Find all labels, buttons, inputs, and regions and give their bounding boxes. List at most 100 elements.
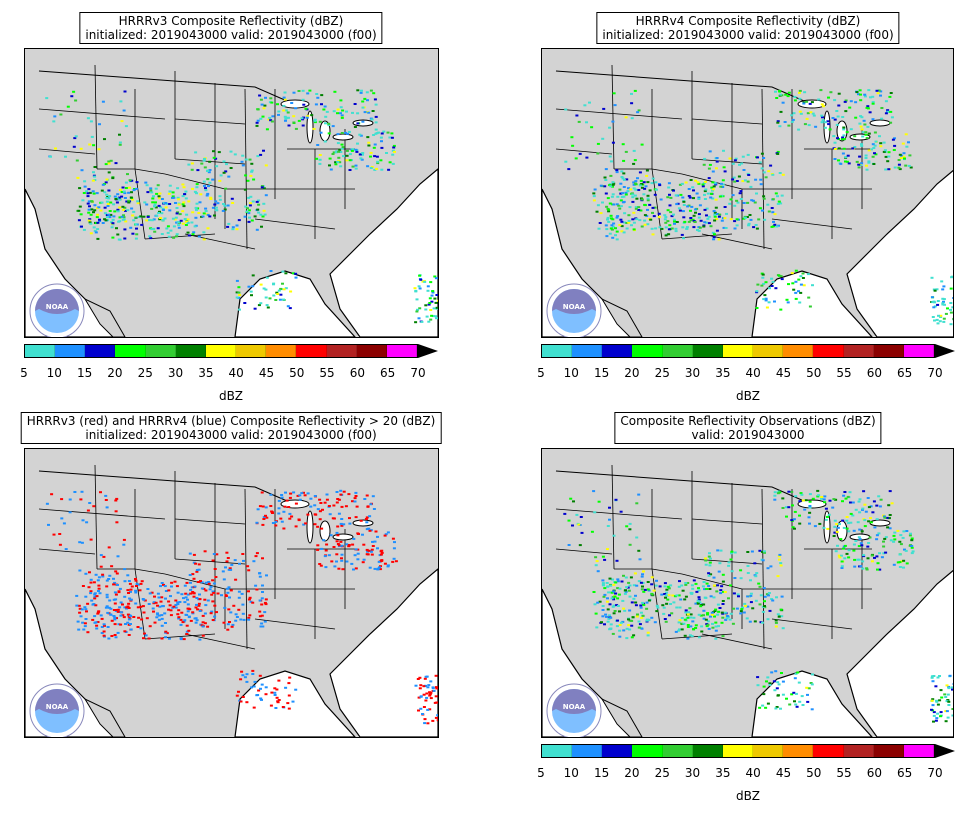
precip-cell: [773, 223, 777, 226]
precip-cell: [373, 567, 377, 570]
precip-cell: [351, 500, 354, 503]
precip-cell: [181, 621, 185, 624]
precip-cell: [878, 505, 882, 508]
precip-cell: [340, 557, 343, 560]
precip-cell: [374, 128, 378, 131]
precip-cell: [751, 199, 755, 202]
precip-cell: [87, 208, 91, 211]
colorbar-swatch: [903, 745, 935, 757]
precip-cell: [779, 110, 783, 113]
precip-cell: [677, 585, 681, 588]
precip-cell: [121, 186, 125, 189]
international-boundary: [555, 70, 805, 102]
precip-cell: [351, 148, 355, 151]
precip-cell: [362, 543, 366, 546]
precip-cell: [286, 111, 290, 114]
precip-cell: [770, 671, 774, 674]
precip-cell: [249, 174, 253, 177]
precip-cell: [756, 156, 759, 159]
precip-cell: [755, 307, 759, 309]
precip-cell: [618, 635, 622, 638]
precip-cell: [678, 628, 681, 631]
precip-cell: [157, 614, 161, 617]
precip-cell: [201, 621, 205, 624]
colorbar-tick-label: 65: [897, 366, 913, 380]
precip-cell: [843, 491, 847, 493]
precip-cell: [391, 560, 395, 563]
precip-cell: [713, 211, 717, 214]
precip-cell: [845, 552, 849, 555]
precip-cell: [413, 287, 417, 290]
precip-cell: [640, 588, 644, 591]
precip-cell: [793, 677, 797, 680]
precip-cell: [608, 577, 612, 580]
precip-cell: [288, 307, 292, 310]
precip-cell: [730, 570, 734, 573]
precip-cell: [101, 575, 105, 578]
precip-cell: [112, 598, 116, 601]
noaa-logo-text: NOAA: [563, 303, 586, 311]
precip-cell: [150, 228, 154, 231]
precip-cell: [159, 600, 163, 603]
precip-cell: [150, 191, 154, 194]
precip-cell: [637, 620, 641, 623]
precip-cell: [669, 584, 673, 587]
precip-cell: [86, 602, 90, 605]
precip-cell: [702, 603, 706, 606]
colorbar-tick-label: 55: [836, 366, 852, 380]
precip-cell: [911, 550, 915, 553]
precip-cell: [353, 500, 357, 503]
precip-cell: [424, 304, 428, 307]
precip-cell: [318, 162, 322, 165]
precip-cell: [122, 218, 126, 221]
precip-cell: [157, 618, 161, 621]
precip-cell: [164, 597, 167, 600]
precip-cell: [697, 587, 700, 590]
precip-cell: [867, 161, 871, 164]
precip-cell: [875, 89, 879, 92]
precip-cell: [247, 196, 251, 199]
precip-cell: [422, 685, 426, 688]
precip-cell: [273, 691, 277, 694]
precip-cell: [857, 166, 861, 169]
precip-cell: [154, 601, 158, 604]
precip-cell: [195, 208, 198, 211]
precip-cell: [223, 606, 227, 609]
precip-cell: [768, 682, 772, 685]
precip-cell: [708, 564, 712, 567]
precip-cell: [256, 508, 260, 511]
precip-cell: [134, 589, 138, 592]
precip-cell: [856, 558, 860, 561]
precip-cell: [852, 543, 856, 546]
precip-cell: [785, 697, 788, 700]
precip-cell: [754, 599, 758, 602]
precip-cell: [864, 154, 868, 157]
precip-cell: [680, 628, 684, 631]
precip-cell: [647, 618, 651, 621]
precip-cell: [697, 589, 701, 592]
precip-cell: [191, 611, 195, 614]
precip-cell: [134, 591, 138, 594]
precip-cell: [867, 506, 871, 509]
precip-cell: [111, 218, 115, 221]
precip-cell: [841, 116, 845, 118]
precip-cell: [175, 235, 179, 238]
precip-cell: [645, 169, 649, 172]
precip-cell: [107, 189, 111, 192]
precip-cell: [804, 499, 808, 502]
precip-cell: [879, 145, 883, 148]
precip-cell: [855, 91, 859, 94]
precip-cell: [298, 494, 302, 497]
precip-cell: [259, 687, 262, 690]
precip-cell: [239, 700, 243, 703]
precip-cell: [83, 606, 87, 609]
precip-cell: [177, 224, 181, 227]
precip-cell: [942, 298, 946, 301]
precip-cell: [902, 155, 906, 158]
precip-cell: [213, 203, 217, 206]
precip-cell: [879, 498, 883, 501]
precip-cell: [426, 285, 430, 288]
precip-cell: [116, 584, 119, 586]
precip-cell: [687, 220, 691, 223]
precip-cell: [717, 625, 720, 628]
